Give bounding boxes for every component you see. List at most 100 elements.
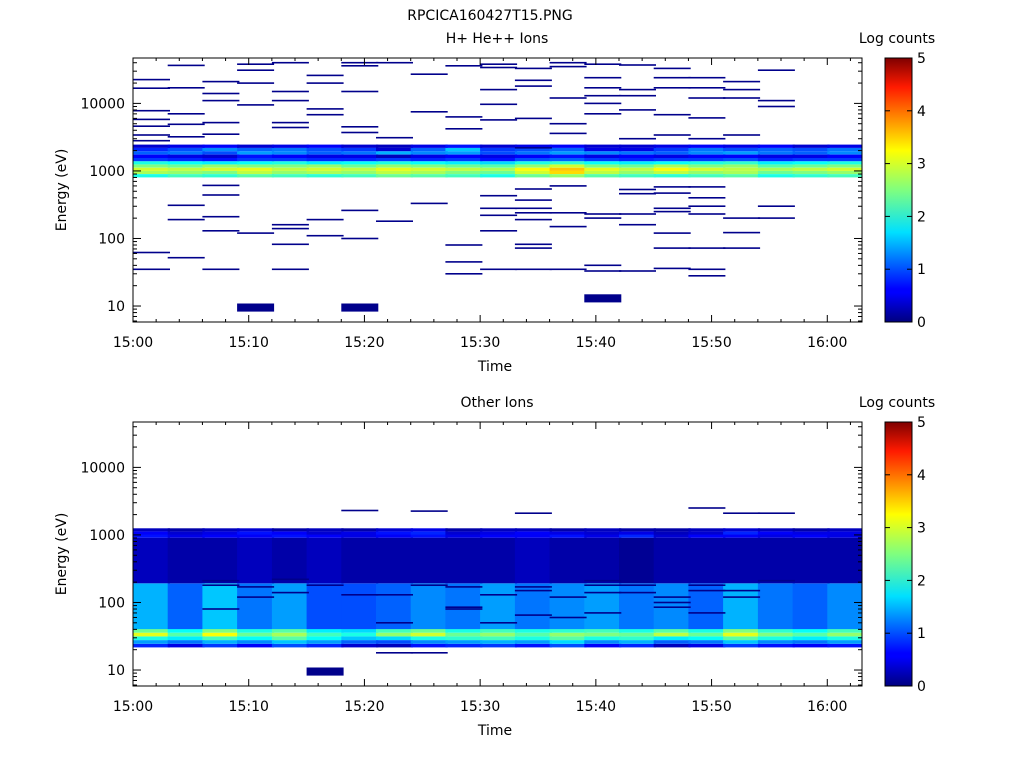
heatmap-cell xyxy=(549,144,587,148)
sparse-count-cell xyxy=(376,136,413,139)
heatmap-cell xyxy=(202,147,240,152)
heatmap-cell xyxy=(167,583,205,630)
heatmap-cell xyxy=(549,167,587,171)
heatmap-cell xyxy=(341,157,379,162)
heatmap-cell xyxy=(202,632,240,637)
heatmap-cell xyxy=(653,636,691,641)
sparse-count-cell xyxy=(584,584,622,586)
heatmap-cell xyxy=(653,583,691,630)
sparse-count-cell xyxy=(341,61,379,64)
sparse-count-cell xyxy=(688,76,726,79)
heatmap-cell xyxy=(549,640,587,644)
heatmap-cell xyxy=(306,144,344,148)
heatmap-cell xyxy=(514,151,552,155)
heatmap-cell xyxy=(306,528,344,532)
heatmap-cell xyxy=(584,640,622,644)
heatmap-cell xyxy=(133,531,170,535)
heatmap-cell xyxy=(792,640,830,644)
heatmap-cell xyxy=(306,154,344,158)
sparse-count-cell xyxy=(584,612,622,614)
sparse-count-cell xyxy=(688,584,726,586)
heatmap-cell xyxy=(584,151,622,155)
heatmap-cell xyxy=(376,144,413,148)
heatmap-cell xyxy=(757,144,795,148)
heatmap-cell xyxy=(584,147,622,152)
sparse-count-cell xyxy=(167,136,205,138)
heatmap-cell xyxy=(445,147,483,152)
y-tick-label: 10 xyxy=(107,663,125,679)
heatmap-cell xyxy=(341,151,379,155)
sparse-count-cell xyxy=(271,99,309,102)
heatmap-cell xyxy=(133,144,170,148)
sparse-count-cell xyxy=(757,217,795,219)
heatmap-cell xyxy=(688,632,726,637)
heatmap-cell xyxy=(619,640,656,644)
heatmap-cell xyxy=(792,534,830,538)
heatmap-cell xyxy=(167,151,205,155)
heatmap-cell xyxy=(341,583,379,630)
plot-area xyxy=(133,61,862,312)
heatmap-cell xyxy=(792,164,830,168)
sparse-count-cell xyxy=(167,256,205,259)
heatmap-cell xyxy=(514,531,552,535)
heatmap-cell xyxy=(341,632,379,637)
heatmap-cell xyxy=(237,640,275,644)
heatmap-cell xyxy=(410,151,448,155)
heatmap-cell xyxy=(514,643,552,648)
sparse-count-cell xyxy=(688,268,726,271)
heatmap-cell xyxy=(584,537,622,584)
sparse-count-cell xyxy=(688,197,726,199)
sparse-count-cell xyxy=(723,88,761,91)
sparse-count-cell xyxy=(549,65,587,68)
heatmap-cell xyxy=(688,151,726,155)
heatmap-cell xyxy=(723,154,761,158)
sparse-count-cell xyxy=(584,87,622,89)
heatmap-cell xyxy=(723,161,761,165)
heatmap-cell xyxy=(584,157,622,162)
heatmap-cell xyxy=(549,632,587,637)
heatmap-cell xyxy=(653,174,691,178)
heatmap-cell xyxy=(376,174,413,178)
sparse-count-cell xyxy=(306,234,344,237)
colorbar-tick-label: 2 xyxy=(917,209,926,225)
heatmap-cell xyxy=(202,583,240,630)
heatmap-cell xyxy=(410,167,448,171)
heatmap-cell xyxy=(549,531,587,535)
sparse-count-cell xyxy=(341,509,379,512)
heatmap-cell xyxy=(549,151,587,155)
heatmap-cell xyxy=(480,167,518,171)
heatmap-cell xyxy=(688,531,726,535)
sparse-count-cell xyxy=(514,614,552,616)
sparse-count-cell xyxy=(271,578,309,581)
sparse-count-cell xyxy=(167,123,205,126)
heatmap-cell xyxy=(202,534,240,538)
heatmap-cell xyxy=(480,528,518,532)
heatmap-cell xyxy=(237,534,275,538)
heatmap-cell xyxy=(792,151,830,155)
heatmap-cell xyxy=(653,537,691,584)
heatmap-cell xyxy=(341,636,379,641)
heatmap-cell xyxy=(514,528,552,532)
heatmap-cell xyxy=(237,151,275,155)
sparse-count-cell xyxy=(480,214,518,217)
heatmap-cell xyxy=(619,170,656,174)
heatmap-cell xyxy=(619,157,656,162)
heatmap-cell xyxy=(445,164,483,168)
x-tick-label: 15:00 xyxy=(113,699,153,715)
sparse-count-cell xyxy=(619,109,656,111)
sparse-count-cell xyxy=(202,194,240,196)
heatmap-cell xyxy=(757,531,795,535)
heatmap-cell xyxy=(376,164,413,168)
heatmap-cell xyxy=(792,636,830,641)
heatmap-cell xyxy=(341,167,379,171)
heatmap-cell xyxy=(133,537,170,584)
sparse-count-cell xyxy=(480,66,518,69)
heatmap-cell xyxy=(619,161,656,165)
sparse-count-cell xyxy=(549,268,587,271)
heatmap-cell xyxy=(410,636,448,641)
heatmap-cell xyxy=(723,632,761,637)
sparse-count-cell xyxy=(653,192,691,194)
heatmap-cell xyxy=(167,534,205,538)
sparse-count-cell xyxy=(549,185,587,187)
